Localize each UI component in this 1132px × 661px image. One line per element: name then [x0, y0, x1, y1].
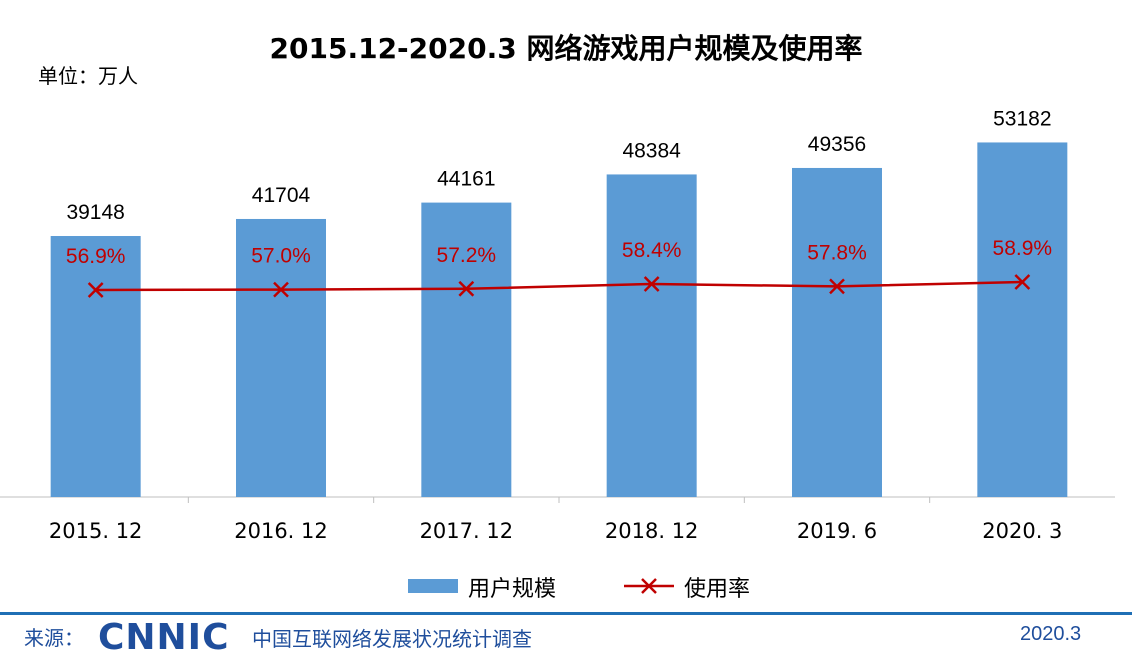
rate-value-label-4: 57.8%: [807, 241, 867, 264]
rate-marker-1: [273, 281, 289, 298]
bar-value-label-2: 44161: [437, 168, 495, 191]
rate-marker-5: [1014, 274, 1031, 290]
x-tick-label-4: 2019. 6: [797, 519, 877, 543]
legend-label-bars: 用户规模: [468, 577, 556, 602]
footer-source-label: 来源：: [24, 626, 84, 650]
rate-value-label-1: 57.0%: [251, 245, 311, 268]
bar-value-label-1: 41704: [252, 184, 311, 207]
x-tick-label-3: 2018. 12: [605, 519, 699, 543]
bar-value-label-0: 39148: [66, 201, 124, 224]
rate-value-label-3: 58.4%: [622, 239, 682, 262]
bar-5: [977, 142, 1068, 497]
legend-marker-rate: [641, 578, 657, 594]
footer-divider: [0, 612, 1132, 615]
x-tick-label-5: 2020. 3: [982, 519, 1062, 543]
bar-value-label-3: 48384: [622, 139, 681, 162]
cnnic-logo: CNNIC: [98, 617, 230, 658]
footer-date: 2020.3: [1020, 623, 1082, 645]
rate-marker-4: [829, 278, 845, 295]
footer-description: 中国互联网络发展状况统计调查: [252, 627, 532, 651]
legend-label-rate: 使用率: [684, 577, 750, 602]
bar-1: [236, 218, 326, 497]
x-tick-label-0: 2015. 12: [49, 519, 143, 543]
rate-marker-0: [87, 282, 104, 298]
rate-value-label-5: 58.9%: [993, 237, 1053, 260]
chart-title: 2015.12-2020.3 网络游戏用户规模及使用率: [270, 32, 863, 65]
chart-area: 2015.12-2020.3 网络游戏用户规模及使用率 39148 41704 44…: [0, 32, 1115, 602]
x-tick-label-2: 2017. 12: [420, 519, 514, 543]
legend-swatch-bars: [408, 579, 458, 593]
x-tick-label-1: 2016. 12: [234, 519, 328, 543]
legend: 用户规模 使用率: [408, 577, 750, 602]
rate-marker-2: [458, 280, 475, 297]
bar-3: [606, 174, 697, 497]
rate-value-label-2: 57.2%: [437, 244, 497, 267]
bar-value-label-4: 49356: [808, 133, 866, 156]
rate-value-label-0: 56.9%: [66, 245, 126, 268]
rate-marker-3: [643, 276, 660, 292]
bar-0: [50, 236, 141, 497]
rate-line: [95, 280, 1023, 292]
bar-value-label-5: 53182: [993, 107, 1051, 130]
unit-label: 单位：万人: [38, 64, 138, 88]
bar-4: [792, 167, 882, 497]
bar-2: [421, 202, 512, 498]
